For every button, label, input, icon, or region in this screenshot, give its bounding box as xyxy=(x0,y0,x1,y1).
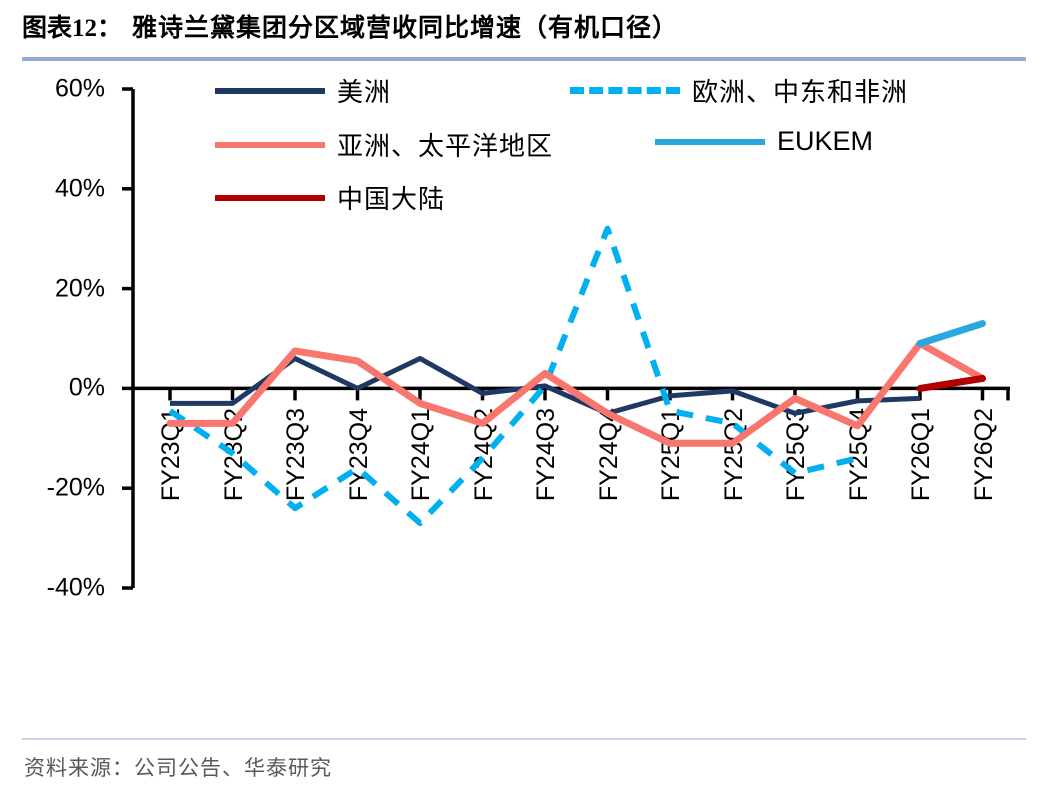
legend-swatch-icon xyxy=(215,87,325,94)
legend-swatch-icon xyxy=(570,87,680,94)
header-divider xyxy=(22,57,1026,61)
figure-label: 图表12： xyxy=(22,15,123,42)
y-tick-label: 0% xyxy=(68,373,105,402)
footer-divider xyxy=(22,738,1026,740)
source-note: 资料来源：公司公告、华泰研究 xyxy=(24,756,332,780)
legend-item-2[interactable]: 亚洲、太平洋地区 xyxy=(215,126,553,163)
series-line-eukem xyxy=(916,320,986,347)
y-tick-label: 20% xyxy=(54,274,105,303)
chart-legend: 美洲 欧洲、中东和非洲亚洲、太平洋地区 EUKEM 中国大陆 xyxy=(0,62,1048,214)
y-tick-label: 60% xyxy=(54,74,105,103)
legend-item-0[interactable]: 美洲 xyxy=(215,72,391,109)
chart-header: 图表12： 雅诗兰黛集团分区域营收同比增速（有机口径） xyxy=(22,8,1026,56)
legend-item-3[interactable]: EUKEM xyxy=(655,126,873,157)
y-tick-label: 40% xyxy=(54,174,105,203)
legend-label: 欧洲、中东和非洲 xyxy=(692,78,909,107)
title-row: 图表12： 雅诗兰黛集团分区域营收同比增速（有机口径） xyxy=(22,8,1026,44)
legend-swatch-icon xyxy=(655,138,765,145)
legend-label: 中国大陆 xyxy=(337,185,446,214)
legend-label: 美洲 xyxy=(337,78,392,107)
legend-item-4[interactable]: 中国大陆 xyxy=(215,179,445,216)
series-line-asia_pacific xyxy=(166,339,986,447)
chart-container: -40% -20% 0% 20% 40% 60% FY23Q1 FY23Q2 FY23Q3 FY… xyxy=(0,62,1048,732)
y-tick-label: -40% xyxy=(46,573,105,602)
legend-item-1[interactable]: 欧洲、中东和非洲 xyxy=(570,72,908,109)
series-line-china xyxy=(916,374,986,392)
page-title: 雅诗兰黛集团分区域营收同比增速（有机口径） xyxy=(132,15,679,42)
plot-area xyxy=(122,87,1010,590)
y-tick-label: -20% xyxy=(46,473,105,502)
legend-swatch-icon xyxy=(215,194,325,201)
y-axis-labels: -40% -20% 0% 20% 40% 60% xyxy=(10,62,105,622)
legend-swatch-icon xyxy=(215,141,325,148)
legend-label: EUKEM xyxy=(777,126,874,156)
legend-label: 亚洲、太平洋地区 xyxy=(337,132,554,161)
series-line-americas xyxy=(170,355,921,416)
